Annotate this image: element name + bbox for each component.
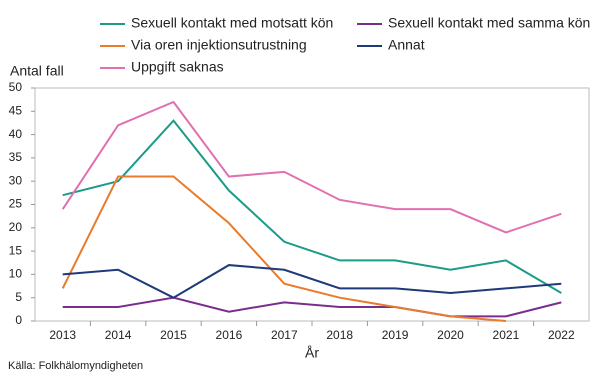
series-line bbox=[61, 175, 506, 322]
x-tick-label: 2018 bbox=[326, 328, 353, 342]
y-tick-label: 40 bbox=[9, 127, 23, 141]
y-tick-label: 50 bbox=[9, 80, 23, 94]
legend-label: Sexuell kontakt med motsatt kön bbox=[131, 15, 333, 31]
y-tick-label: 10 bbox=[9, 267, 23, 281]
series-line bbox=[62, 119, 562, 294]
y-axis-label: Antal fall bbox=[10, 63, 64, 79]
y-tick-label: 0 bbox=[15, 313, 22, 327]
x-tick-label: 2014 bbox=[105, 328, 132, 342]
x-tick-label: 2021 bbox=[493, 328, 520, 342]
y-tick-label: 35 bbox=[9, 150, 23, 164]
legend-label: Via oren injektionsutrustning bbox=[131, 37, 307, 53]
legend-label: Uppgift saknas bbox=[131, 59, 224, 75]
y-tick-label: 45 bbox=[9, 103, 23, 117]
x-tick-label: 2015 bbox=[160, 328, 187, 342]
x-tick-label: 2016 bbox=[216, 328, 243, 342]
legend-label: Annat bbox=[388, 37, 425, 53]
series-line bbox=[62, 296, 562, 318]
plot-frame bbox=[34, 87, 590, 322]
series-line bbox=[61, 100, 562, 234]
y-tick-label: 15 bbox=[9, 243, 23, 257]
x-tick-label: 2019 bbox=[382, 328, 409, 342]
y-tick-label: 20 bbox=[9, 220, 23, 234]
y-tick-label: 5 bbox=[15, 290, 22, 304]
x-tick-label: 2017 bbox=[271, 328, 298, 342]
x-tick-label: 2022 bbox=[548, 328, 575, 342]
x-tick-label: 2013 bbox=[49, 328, 76, 342]
x-tick-label: 2020 bbox=[437, 328, 464, 342]
y-tick-label: 25 bbox=[9, 197, 23, 211]
legend-label: Sexuell kontakt med samma kön bbox=[388, 15, 590, 31]
x-axis-label: År bbox=[305, 345, 319, 361]
source: Källa: Folkhälomyndigheten bbox=[8, 360, 143, 372]
y-tick-label: 30 bbox=[9, 173, 23, 187]
series-line bbox=[62, 264, 562, 299]
